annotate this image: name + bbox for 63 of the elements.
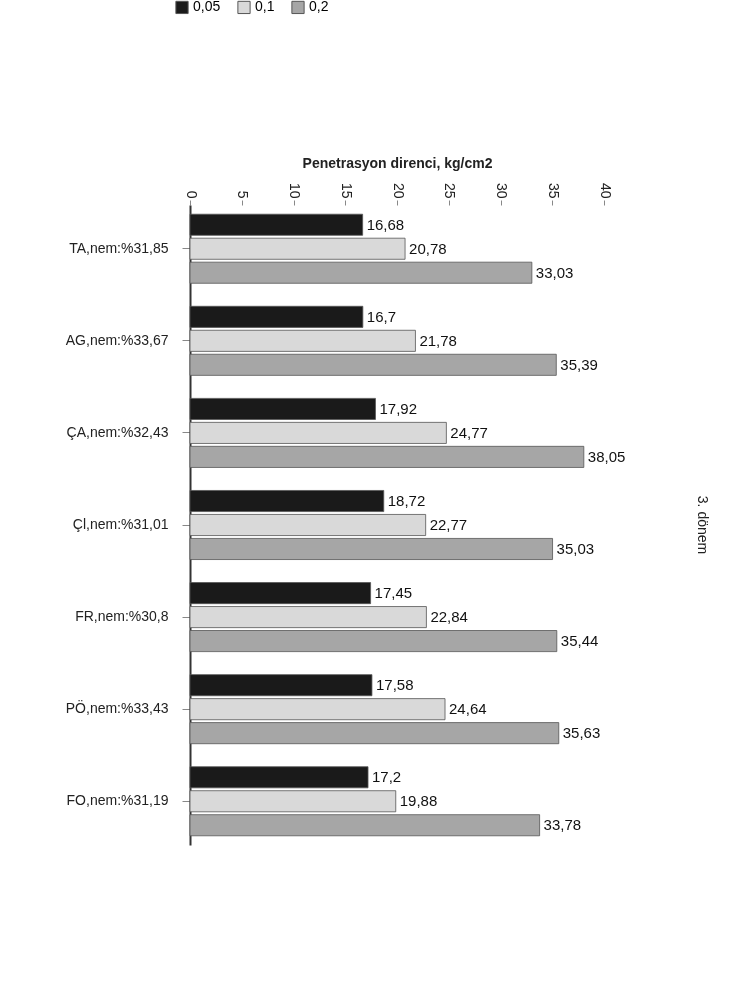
y-tick-label: ÇA,nem:%32,43 xyxy=(66,423,169,440)
x-tick-label: 0 xyxy=(183,190,200,199)
y-tick-label: AG,nem:%33,67 xyxy=(65,331,169,348)
data-label: 18,72 xyxy=(387,492,426,510)
bar xyxy=(189,237,406,260)
bar xyxy=(189,213,364,236)
data-label: 35,39 xyxy=(560,355,598,373)
bar xyxy=(189,421,447,444)
data-label: 16,7 xyxy=(366,307,397,325)
text: 3. dönem xyxy=(695,495,712,555)
data-label: 22,77 xyxy=(429,516,468,533)
data-label: 24,64 xyxy=(449,700,487,718)
x-tick-label: 20 xyxy=(390,182,407,199)
bar xyxy=(189,261,533,284)
legend-label: 0,1 xyxy=(255,0,275,15)
data-label: 24,77 xyxy=(450,423,488,441)
data-label: 22,84 xyxy=(430,608,468,626)
data-label: 20,78 xyxy=(409,239,447,257)
y-tick-label: FO,nem:%31,19 xyxy=(66,792,169,809)
data-label: 17,92 xyxy=(379,399,418,417)
bar xyxy=(189,353,557,376)
bar xyxy=(189,790,397,813)
x-tick-label: 25 xyxy=(442,182,459,199)
x-tick-label: 5 xyxy=(235,190,252,199)
bar xyxy=(189,538,553,560)
data-label: 35,44 xyxy=(560,632,599,650)
x-tick-label: 40 xyxy=(597,182,614,199)
y-tick-label: FR,nem:%30,8 xyxy=(75,608,169,625)
bar xyxy=(189,630,558,653)
bar xyxy=(189,582,372,605)
bar xyxy=(189,722,560,745)
data-label: 35,63 xyxy=(562,724,601,742)
x-axis-title: Penetrasyon direnci, kg/cm2 xyxy=(302,154,493,171)
y-tick-label: PÖ,nem:%33,43 xyxy=(65,699,169,717)
data-label: 38,05 xyxy=(587,447,626,465)
x-tick-label: 10 xyxy=(287,182,303,199)
bar xyxy=(189,514,427,536)
bar xyxy=(189,397,376,420)
bar xyxy=(189,766,369,789)
x-tick-label: 30 xyxy=(494,182,510,199)
bar xyxy=(189,305,364,328)
x-tick-label: 15 xyxy=(338,182,355,199)
y-tick-label: Çl,nem:%31,01 xyxy=(72,516,169,532)
x-tick-label: 35 xyxy=(545,182,562,199)
data-label: 19,88 xyxy=(399,792,438,810)
bar xyxy=(189,445,585,468)
data-label: 33,03 xyxy=(535,263,574,281)
data-label: 16,68 xyxy=(366,215,405,233)
data-label: 17,58 xyxy=(375,676,414,694)
data-label: 17,2 xyxy=(372,768,402,786)
bar xyxy=(189,606,427,629)
bar xyxy=(189,674,373,697)
y-tick-label: TA,nem:%31,85 xyxy=(69,239,169,256)
legend-label: 0,05 xyxy=(193,0,221,15)
bar xyxy=(189,698,446,721)
bar xyxy=(189,814,541,837)
data-label: 35,03 xyxy=(556,539,595,557)
bar xyxy=(189,329,416,352)
data-label: 17,45 xyxy=(374,584,413,602)
data-label: 21,78 xyxy=(419,331,457,349)
data-label: 33,78 xyxy=(543,816,582,834)
legend-label: 0,2 xyxy=(309,0,329,15)
bar xyxy=(189,490,385,512)
